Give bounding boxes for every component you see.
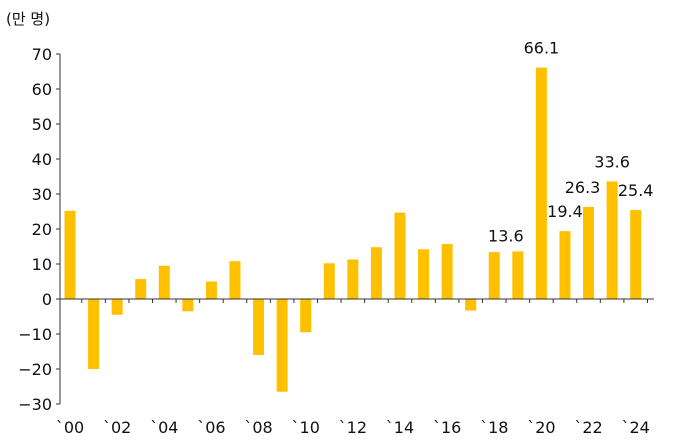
x-tick-label: `18 [480, 418, 508, 437]
x-tick-label: `08 [244, 418, 272, 437]
data-label-20: 66.1 [524, 39, 560, 58]
x-tick-label: `20 [527, 418, 555, 437]
x-tick-label: `06 [197, 418, 225, 437]
x-tick-label: `22 [574, 418, 602, 437]
bar-21 [559, 231, 571, 299]
data-label-19: 13.6 [488, 226, 524, 245]
y-tick-label: 60 [32, 80, 52, 99]
bar-19 [512, 251, 524, 299]
x-tick-label: `10 [292, 418, 320, 437]
x-tick-label: `00 [56, 418, 84, 437]
bar-22 [583, 206, 595, 299]
labels-group: 13.6 66.1 19.4 26.3 33.6 25.4 [488, 39, 653, 246]
bar-16 [441, 244, 453, 299]
data-label-24: 25.4 [618, 181, 654, 200]
y-tick-label: 70 [32, 45, 52, 64]
bar-17 [465, 299, 477, 311]
y-tick-label: −10 [18, 325, 52, 344]
y-tick-label: 50 [32, 115, 52, 134]
bar-13 [370, 247, 382, 299]
axes-group: 70 60 50 40 30 20 10 0 −10 −20 −30`00 `02 `04 `06 `08 `… [18, 45, 654, 437]
x-tick-label: `14 [386, 418, 414, 437]
data-label-21: 19.4 [547, 202, 583, 221]
x-tick-label: `02 [103, 418, 131, 437]
data-label-23: 33.6 [594, 152, 630, 171]
y-tick-label: −20 [18, 360, 52, 379]
x-tick-label: `12 [339, 418, 367, 437]
y-tick-label: 10 [32, 255, 52, 274]
bar-24 [630, 210, 642, 299]
bar-14 [394, 212, 406, 299]
bar-3 [135, 279, 147, 299]
bars-group [64, 67, 642, 392]
bar-6 [205, 281, 217, 299]
bar-2 [111, 299, 123, 315]
bar-7 [229, 261, 241, 299]
bar-0 [64, 210, 76, 299]
x-tick-label: `16 [433, 418, 461, 437]
bar-9 [276, 299, 288, 392]
bar-23 [606, 181, 618, 299]
bar-18 [488, 252, 500, 299]
y-axis-unit-label: (만 명) [6, 10, 51, 28]
bar-12 [347, 259, 359, 299]
bar-20 [535, 67, 547, 300]
y-tick-label: 0 [42, 290, 52, 309]
y-tick-label: 40 [32, 150, 52, 169]
bar-10 [300, 299, 312, 333]
bar-5 [182, 299, 194, 312]
y-tick-label: 20 [32, 220, 52, 239]
bar-8 [253, 299, 265, 355]
x-tick-label: `04 [150, 418, 178, 437]
x-tick-label: `24 [622, 418, 650, 437]
bar-1 [88, 299, 100, 369]
y-tick-label: 30 [32, 185, 52, 204]
bar-15 [418, 249, 430, 299]
bar-11 [323, 263, 335, 299]
y-tick-label: −30 [18, 395, 52, 414]
data-label-22: 26.3 [565, 178, 601, 197]
bar-4 [158, 265, 170, 299]
